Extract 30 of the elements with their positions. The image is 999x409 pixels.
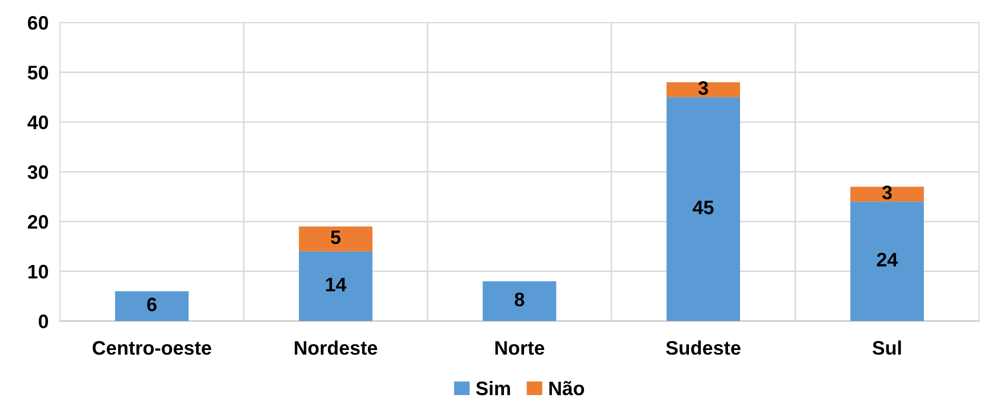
data-label: 24 [876,252,898,266]
y-tick-label: 10 [28,264,48,279]
x-tick-label: Norte [495,341,544,355]
bar [298,251,372,322]
bar [666,82,740,98]
data-label: 3 [698,81,708,95]
legend-label: Não [549,381,584,396]
y-tick-label: 40 [28,115,48,130]
y-tick-label: 30 [28,165,48,180]
bar [850,186,924,202]
y-tick-label: 0 [38,314,48,328]
data-label: 3 [882,186,892,200]
y-tick-label: 50 [28,66,48,80]
y-tick-label: 60 [28,16,48,30]
bar [115,291,189,322]
data-label: 8 [514,292,524,306]
x-tick-label: Nordeste [294,340,378,355]
x-tick-label: Centro-oeste [92,341,212,355]
bar [666,97,740,322]
bar [850,202,924,322]
data-label: 45 [692,200,714,214]
y-tick-label: 20 [28,215,48,229]
bar [482,281,556,322]
legend-label: Sim [476,380,510,396]
x-tick-label: Sul [872,340,901,355]
bar [298,226,372,252]
data-label: 14 [326,278,346,292]
x-tick-label: Sudeste [666,340,740,355]
data-label: 6 [147,298,157,312]
data-label: 5 [330,230,341,244]
